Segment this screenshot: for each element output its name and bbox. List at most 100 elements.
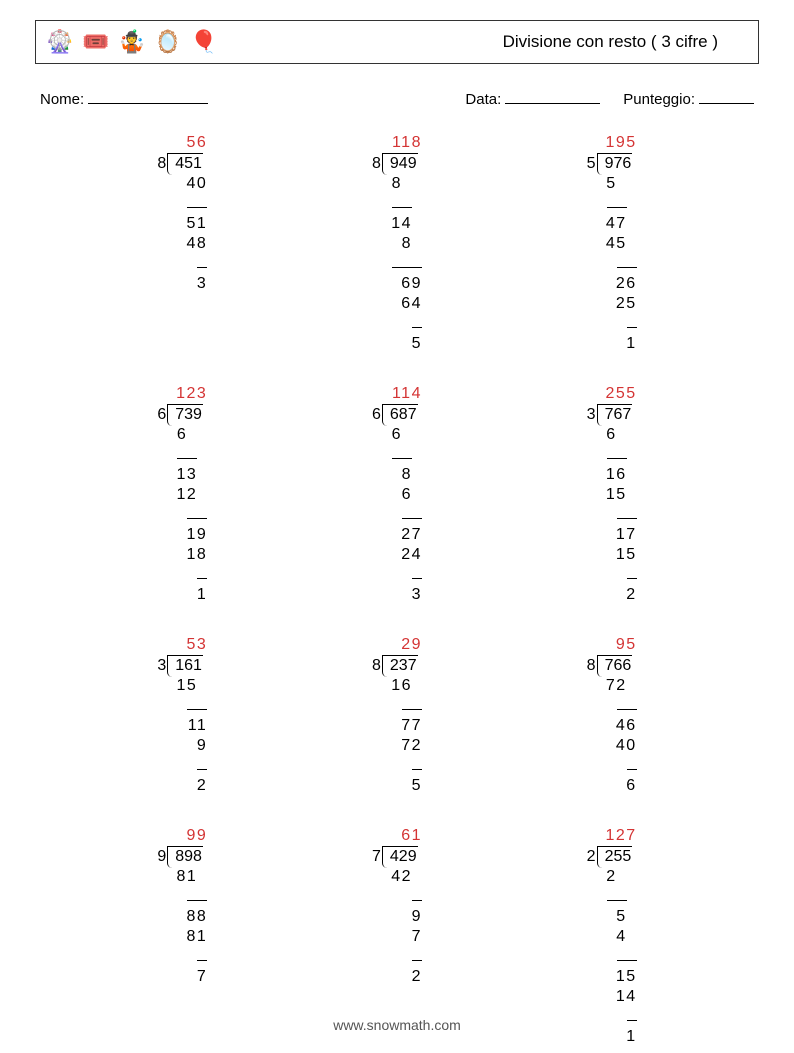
problem: 114668768627243 (305, 384, 490, 605)
step-value: 3 (392, 585, 422, 605)
quotient: 127 (587, 826, 637, 846)
step-value: 77 (392, 716, 422, 736)
quotient: 114 (372, 384, 422, 404)
step-line (617, 518, 637, 519)
step-line (607, 458, 627, 459)
divisor-dividend-row: 8451 (157, 153, 207, 174)
step-line (412, 327, 422, 328)
step-value: 3 (177, 274, 207, 294)
step-line (412, 578, 422, 579)
step-value: 2 (177, 776, 207, 796)
step-value: 6 (607, 425, 617, 445)
step-value: 6 (177, 425, 187, 445)
step-value: 6 (392, 425, 402, 445)
dividend: 161 (174, 655, 203, 676)
step-value: 5 (607, 174, 617, 194)
divisor-dividend-row: 6739 (157, 404, 207, 425)
step-value: 40 (607, 736, 637, 756)
quotient: 56 (157, 133, 207, 153)
step-line (412, 960, 422, 961)
date-score: Data: Punteggio: (465, 89, 754, 108)
quotient: 53 (157, 635, 207, 655)
step-value: 81 (177, 927, 207, 947)
step-line (187, 709, 207, 710)
step-value: 6 (392, 485, 412, 505)
problem: 1188949814869645 (305, 133, 490, 354)
name-blank[interactable] (88, 89, 208, 104)
step-line (607, 207, 627, 208)
quotient: 118 (372, 133, 422, 153)
step-value: 45 (607, 234, 627, 254)
long-division: 9587667246406 (587, 635, 637, 796)
step-line (392, 207, 412, 208)
problem: 19559765474526251 (519, 133, 704, 354)
step-value: 17 (607, 525, 637, 545)
step-line (617, 709, 637, 710)
step-value: 2 (607, 867, 617, 887)
quotient: 29 (372, 635, 422, 655)
header-bar: 🎡 🎟️ 🤹 🪞 🎈 Divisione con resto ( 3 cifre… (35, 20, 759, 64)
problem: 533161151192 (90, 635, 275, 796)
ferris-wheel-icon: 🎡 (46, 28, 74, 56)
step-value: 42 (392, 867, 412, 887)
divisor: 8 (157, 154, 167, 174)
step-line (607, 900, 627, 901)
dividend: 429 (389, 846, 418, 867)
step-value: 8 (392, 174, 402, 194)
step-value: 14 (607, 987, 637, 1007)
step-value: 9 (392, 907, 422, 927)
step-line (392, 458, 412, 459)
step-value: 69 (392, 274, 422, 294)
date-blank[interactable] (505, 89, 600, 104)
step-line (627, 769, 637, 770)
division-bracket (382, 404, 389, 426)
balloon-icon: 🎈 (190, 28, 218, 56)
divisor: 6 (157, 405, 167, 425)
step-value: 16 (607, 465, 627, 485)
divisor: 7 (372, 847, 382, 867)
step-value: 27 (392, 525, 422, 545)
step-value: 24 (392, 545, 422, 565)
problem: 5684514051483 (90, 133, 275, 354)
quotient: 61 (372, 826, 422, 846)
header-icons: 🎡 🎟️ 🤹 🪞 🎈 (46, 28, 218, 56)
long-division: 533161151192 (157, 635, 207, 796)
info-row: Nome: Data: Punteggio: (35, 89, 759, 108)
step-value: 8 (392, 465, 412, 485)
division-bracket (382, 846, 389, 868)
step-line (187, 900, 207, 901)
step-value: 6 (607, 776, 637, 796)
long-division: 2982371677725 (372, 635, 422, 796)
quotient: 195 (587, 133, 637, 153)
step-value: 5 (392, 334, 422, 354)
quotient: 255 (587, 384, 637, 404)
mirror-icon: 🪞 (154, 28, 182, 56)
division-bracket (597, 153, 604, 175)
long-division: 12367396131219181 (157, 384, 207, 605)
dividend: 898 (174, 846, 203, 867)
divisor-dividend-row: 3161 (157, 655, 207, 676)
step-line (187, 207, 207, 208)
step-line (402, 709, 422, 710)
division-bracket (597, 655, 604, 677)
divisor-dividend-row: 7 429 (372, 846, 422, 867)
step-value: 7 (177, 967, 207, 987)
worksheet-title: Divisione con resto ( 3 cifre ) (503, 32, 748, 52)
problem: 61742942972 (305, 826, 490, 1047)
name-field: Nome: (40, 89, 208, 108)
step-value: 15 (607, 967, 637, 987)
long-division: 1188949814869645 (372, 133, 422, 354)
step-value: 25 (607, 294, 637, 314)
score-blank[interactable] (699, 89, 754, 104)
step-line (187, 518, 207, 519)
step-value: 15 (607, 485, 627, 505)
step-line (197, 769, 207, 770)
problem: 25537676161517152 (519, 384, 704, 605)
step-value: 64 (392, 294, 422, 314)
step-line (197, 267, 207, 268)
step-line (627, 578, 637, 579)
step-value: 1 (177, 585, 207, 605)
divisor: 5 (587, 154, 597, 174)
dividend: 255 (604, 846, 633, 867)
step-value: 14 (392, 214, 412, 234)
